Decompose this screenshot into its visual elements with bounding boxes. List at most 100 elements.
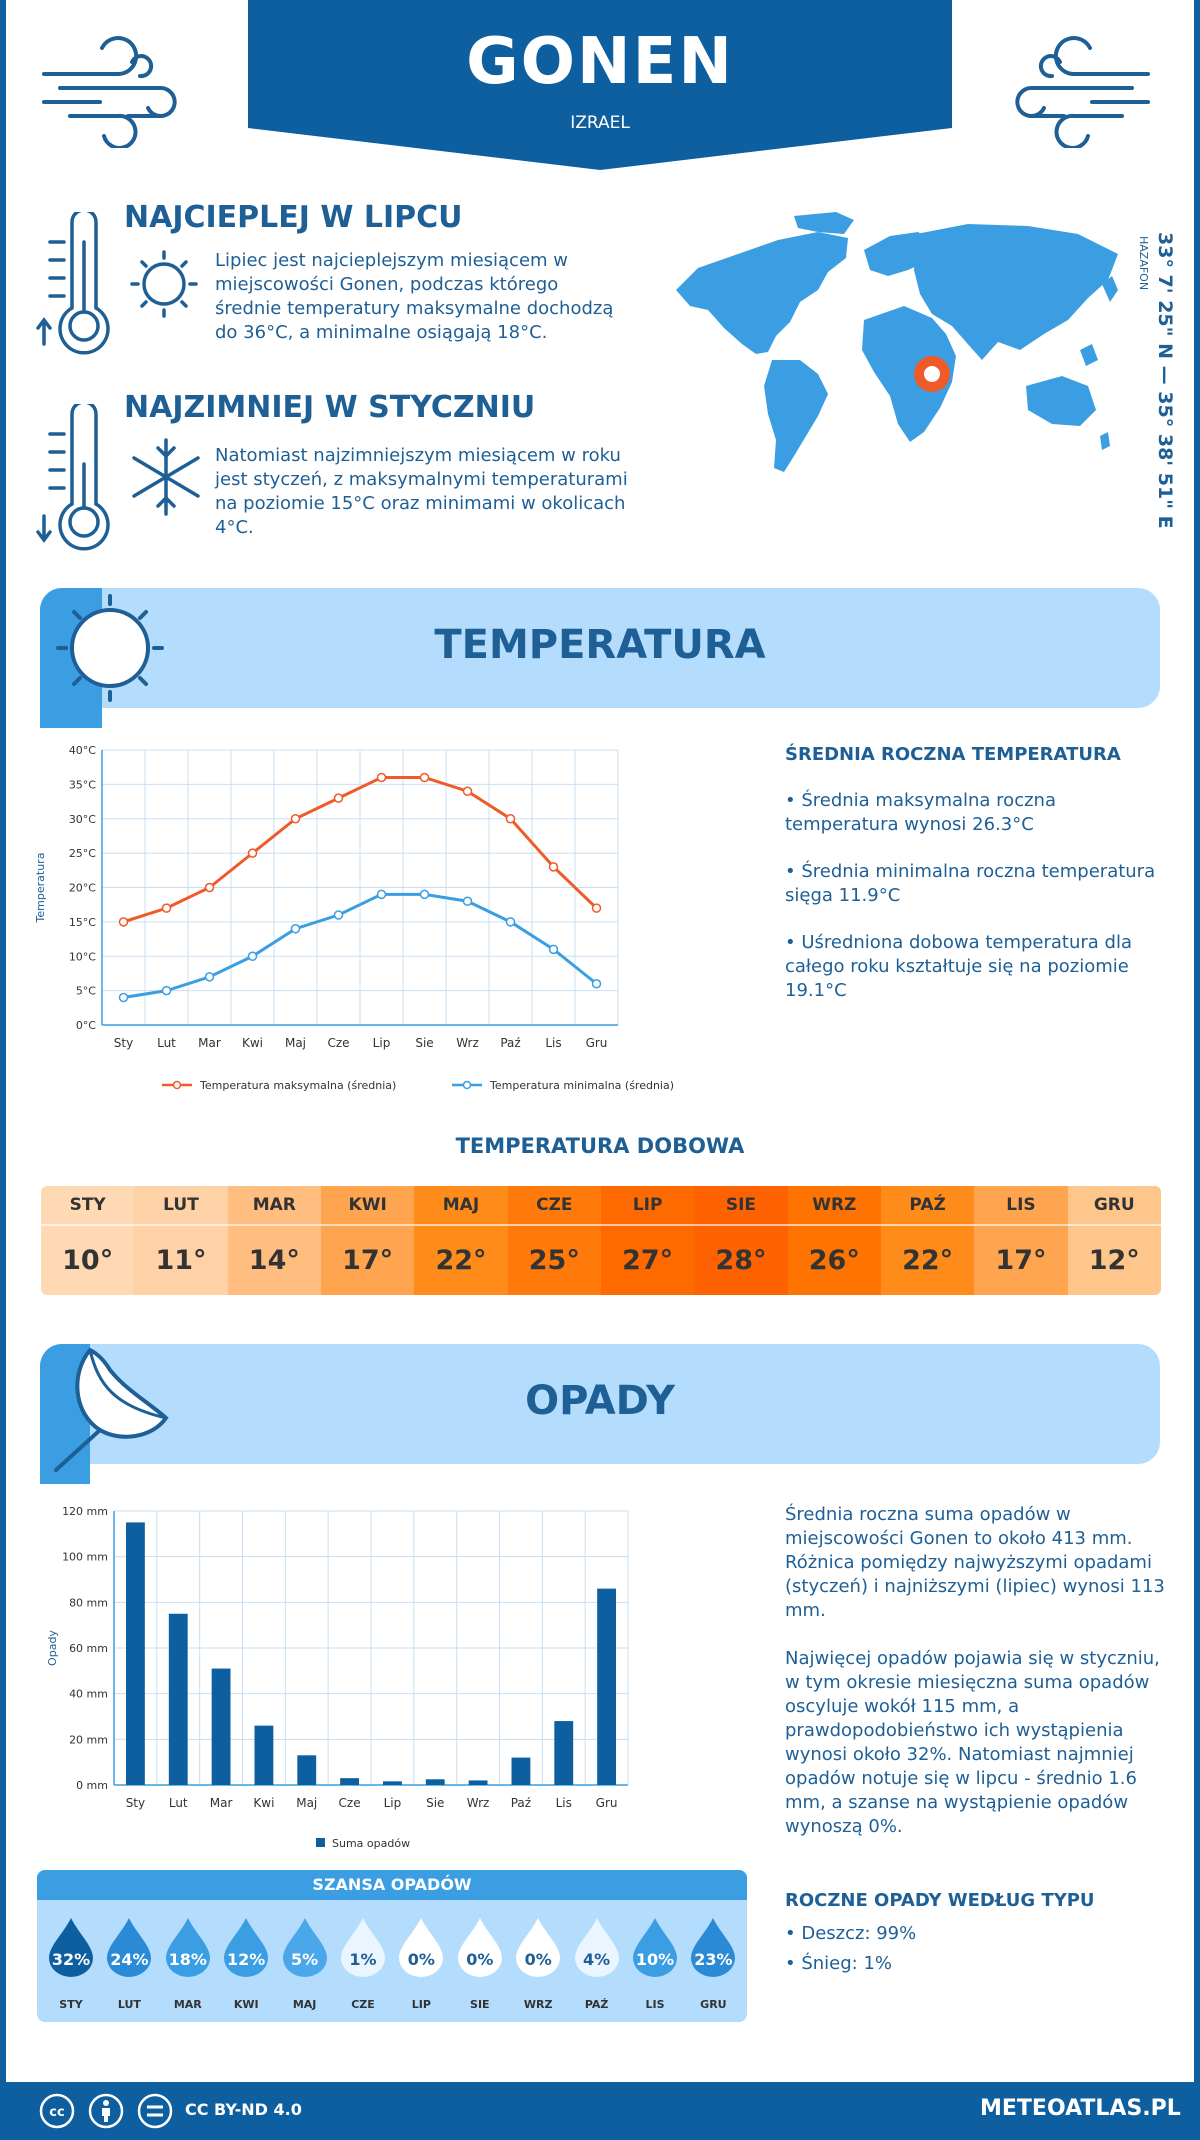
umbrella-icon — [40, 1344, 169, 1484]
bar — [468, 1780, 488, 1785]
bar — [168, 1613, 188, 1785]
x-tick-label: Paź — [511, 1796, 531, 1810]
daily-temp-cell: STY 10° — [41, 1186, 135, 1295]
data-point — [204, 972, 215, 982]
x-tick-label: Wrz — [467, 1796, 490, 1810]
legend-marker — [462, 1080, 472, 1090]
data-point — [247, 951, 258, 961]
rain-chance-value: 4% — [583, 1950, 611, 1969]
data-point — [290, 814, 301, 824]
wind-icon — [1015, 36, 1150, 148]
rain-chance-value: 0% — [407, 1950, 435, 1969]
rain-drop-icon — [282, 1918, 327, 1977]
world-map — [676, 212, 1118, 472]
daily-temp-value: 26° — [787, 1224, 881, 1295]
warmest-title: NAJCIEPLEJ W LIPCU — [124, 200, 463, 235]
y-tick-label: 10°C — [69, 950, 96, 963]
x-tick-label: Sty — [126, 1796, 145, 1810]
data-point — [290, 924, 301, 934]
rain-drop-icon — [399, 1918, 444, 1977]
daily-temp-cell: GRU 12° — [1067, 1186, 1161, 1295]
daily-temp-cell: WRZ 26° — [787, 1186, 881, 1295]
temp-side-title: ŚREDNIA ROCZNA TEMPERATURA — [785, 744, 1121, 765]
x-tick-label: Lut — [157, 1036, 176, 1050]
precipitation-chart: 0 mm 20 mm 40 mm 60 mm 80 mm 100 mm 120 mm Sty L… — [46, 1505, 629, 1850]
series-line — [123, 892, 598, 999]
bar — [125, 1522, 145, 1785]
x-tick-label: Gru — [586, 1036, 608, 1050]
daily-temp-cell: MAJ 22° — [414, 1186, 508, 1295]
daily-temp-month: LUT — [163, 1195, 199, 1215]
rain-chance-value: 0% — [524, 1950, 552, 1969]
thermometer-hot-icon — [36, 212, 198, 355]
temperature-banner — [40, 588, 1160, 708]
coldest-text: Natomiast najzimniejszym miesiącem w rok… — [215, 445, 628, 538]
precip-type-rain: • Deszcz: 99% — [785, 1923, 917, 1944]
daily-temp-cell: LIP 27° — [600, 1186, 695, 1295]
site-link[interactable]: METEOATLAS.PL — [980, 2096, 1181, 2121]
daily-temp-month: PAŹ — [909, 1195, 946, 1215]
cc-license-icons: cc — [39, 2093, 173, 2129]
daily-temp-value: 17° — [320, 1224, 415, 1295]
temp-bullet: • Uśredniona dobowa temperatura dla całe… — [785, 932, 1133, 1001]
license-label: CC BY-ND 4.0 — [185, 2100, 302, 2119]
bar — [382, 1781, 402, 1785]
data-point — [505, 917, 516, 927]
y-tick-label: 30°C — [69, 813, 96, 826]
daily-temp-value: 14° — [227, 1224, 321, 1295]
bar — [511, 1757, 531, 1785]
bar — [340, 1778, 360, 1785]
data-point — [333, 910, 344, 920]
daily-temp-value: 22° — [414, 1224, 508, 1295]
rain-chance-month: GRU — [700, 1998, 727, 2011]
daily-temp-value: 12° — [1067, 1224, 1161, 1295]
x-tick-label: Sie — [426, 1796, 444, 1810]
sun-icon — [40, 588, 164, 728]
rain-chance-value: 32% — [51, 1950, 91, 1969]
x-tick-label: Maj — [285, 1036, 306, 1050]
daily-temp-month: KWI — [348, 1195, 387, 1215]
rain-chance-month: MAJ — [292, 1998, 317, 2011]
x-tick-label: Lip — [373, 1036, 391, 1050]
daily-temp-value: 28° — [694, 1224, 788, 1295]
rain-chance-month: MAR — [173, 1998, 202, 2011]
y-tick-label: 80 mm — [69, 1596, 108, 1609]
bar — [597, 1588, 617, 1785]
data-point — [548, 944, 559, 955]
daily-temp-month: LIS — [1006, 1195, 1036, 1215]
legend-swatch — [316, 1838, 325, 1847]
daily-temp-value: 11° — [134, 1224, 228, 1295]
daily-temp-cell: MAR 14° — [227, 1186, 321, 1295]
y-tick-label: 20°C — [69, 882, 96, 895]
rain-chance-month: LUT — [117, 1998, 141, 2011]
temperature-title: TEMPERATURA — [434, 622, 766, 668]
infographic-page: GONEN IZRAEL NAJCIEPLEJ W LIPCU Lipiec j… — [6, 0, 1194, 2082]
data-point — [505, 814, 516, 824]
daily-temp-value: 17° — [974, 1224, 1068, 1295]
x-tick-label: Lip — [384, 1796, 402, 1810]
rain-drop-icon — [107, 1918, 152, 1977]
rain-chance-value: 0% — [466, 1950, 494, 1969]
precip-text-1: Średnia roczna suma opadów w miejscowośc… — [785, 1504, 1165, 1621]
x-tick-label: Sie — [415, 1036, 433, 1050]
legend-marker — [172, 1080, 182, 1090]
rain-chance-title: SZANSA OPADÓW — [37, 1870, 747, 1900]
rain-chance-month: KWI — [233, 1998, 259, 2011]
warmest-text: Lipiec jest najcieplejszym miesiącem w m… — [215, 250, 614, 343]
x-tick-label: Sty — [114, 1036, 133, 1050]
y-tick-label: 35°C — [69, 778, 96, 791]
x-tick-label: Kwi — [242, 1036, 263, 1050]
y-tick-label: 120 mm — [62, 1505, 108, 1518]
thermometer-cold-icon — [36, 404, 200, 551]
legend-label: Suma opadów — [332, 1837, 410, 1850]
rain-chance-value: 23% — [694, 1950, 733, 1969]
rain-drop-icon — [633, 1918, 677, 1977]
data-point — [548, 862, 559, 872]
daily-temp-month: MAJ — [442, 1195, 480, 1215]
rain-chance-panel: SZANSA OPADÓW 32% STY 24% LUT 18% MAR 12% KWI 5%… — [37, 1870, 747, 2022]
rain-chance-month: WRZ — [523, 1998, 553, 2011]
y-tick-label: 5°C — [76, 985, 96, 998]
temperature-chart: 0°C 5°C 10°C 15°C 20°C 25°C 30°C 35°C 40°C Sty Lut… — [36, 744, 674, 1092]
series-line — [123, 776, 598, 924]
legend-label: Temperatura minimalna (średnia) — [489, 1079, 674, 1092]
